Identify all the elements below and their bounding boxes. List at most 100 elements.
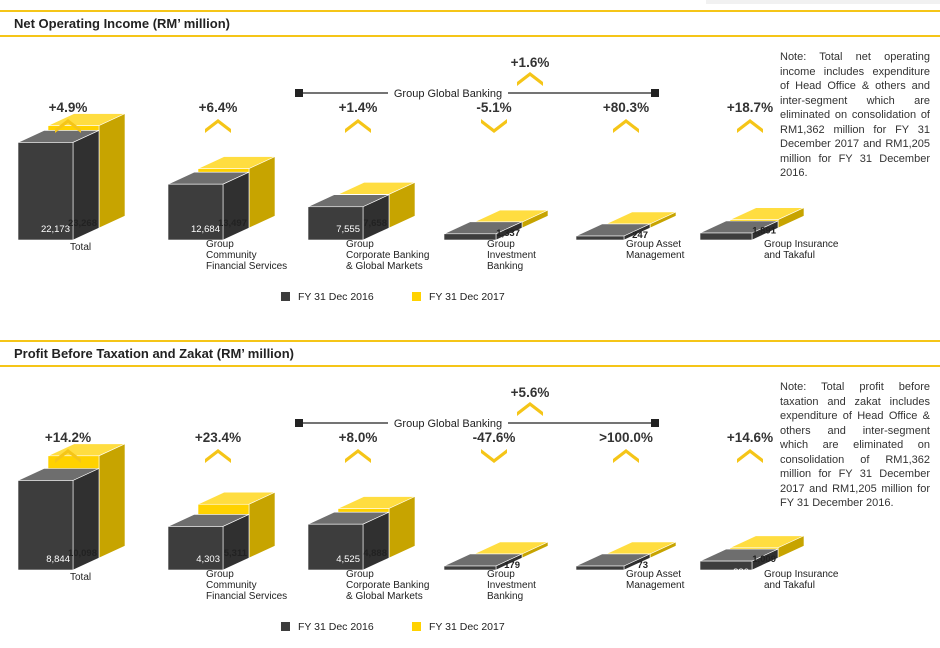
group-global-banking-bracket: Group Global Banking +5.6% xyxy=(295,385,659,431)
value-label-fy2016: 137 xyxy=(605,242,621,253)
profit-before-tax-panel: Profit Before Taxation and Zakat (RM’ mi… xyxy=(0,330,940,648)
bracket-label-bg xyxy=(388,85,508,101)
net-operating-income-panel: Net Operating Income (RM’ million) Note:… xyxy=(0,0,940,318)
change-arrow xyxy=(205,119,231,133)
category-label: Group Community Financial Services xyxy=(206,569,287,602)
value-label-fy2016: 1,593 xyxy=(725,239,749,250)
group-global-banking-label: Group Global Banking xyxy=(394,88,502,100)
value-label-fy2016: 8,844 xyxy=(46,554,70,565)
bar-fy2016-2 xyxy=(307,511,390,571)
bracket-left-end xyxy=(295,419,303,427)
value-label-fy2017: 247 xyxy=(632,230,648,241)
bar-fy2016-4 xyxy=(575,223,651,241)
change-label: -47.6% xyxy=(473,430,516,445)
category-label: Total xyxy=(70,572,91,583)
bar-fy2016-5 xyxy=(699,220,779,241)
value-label-fy2017: 4,888 xyxy=(363,548,387,559)
change-arrow xyxy=(613,119,639,133)
value-label-fy2017: 7,658 xyxy=(363,218,387,229)
legend-swatch-fy2017 xyxy=(412,292,421,301)
change-arrow xyxy=(481,119,507,133)
panel-top-rule xyxy=(0,10,940,12)
bar-fy2016-2 xyxy=(307,194,390,241)
bar-fy2016-4-front xyxy=(575,565,625,571)
bar-fy2016-0-front xyxy=(17,480,74,571)
value-label-fy2016: 22,173 xyxy=(41,224,70,235)
category-label: Group Corporate Banking & Global Markets xyxy=(346,569,429,602)
top-decor-strip xyxy=(706,0,940,4)
value-label-fy2017: 5,311 xyxy=(224,548,248,559)
change-arrow xyxy=(205,449,231,463)
change-label: +8.0% xyxy=(339,430,378,445)
change-arrow xyxy=(737,119,763,133)
change-label: +6.4% xyxy=(199,100,238,115)
panel-top-rule xyxy=(0,340,940,342)
category-label: Group Asset Management xyxy=(626,569,685,591)
bar-fy2016-5-front xyxy=(699,560,753,571)
bar-fy2016-1-side xyxy=(222,171,250,241)
bar-fy2016-5-front xyxy=(699,232,753,241)
group-global-banking-arrow xyxy=(517,402,543,416)
bar-fy2016-3 xyxy=(443,553,523,571)
value-label-fy2017: 1,891 xyxy=(752,226,776,237)
bar-fy2016-1 xyxy=(167,171,250,241)
group-global-banking-label: Group Global Banking xyxy=(394,418,502,430)
category-label: Group Asset Management xyxy=(626,239,685,261)
panel-note: Note: Total profit before taxation and z… xyxy=(780,381,930,509)
value-label-fy2017: 179 xyxy=(504,560,520,571)
bar-fy2016-0 xyxy=(17,468,100,571)
bar-fy2016-3 xyxy=(443,221,523,241)
change-arrow xyxy=(345,449,371,463)
change-arrow xyxy=(345,119,371,133)
group-global-banking-arrow xyxy=(517,72,543,86)
bar-fy2017-0-side xyxy=(98,443,126,559)
group-global-banking-bracket: Group Global Banking +1.6% xyxy=(295,55,659,101)
change-label: +4.9% xyxy=(49,100,88,115)
bar-fy2016-3-front xyxy=(443,233,497,241)
value-label-fy2017: 23,268 xyxy=(68,218,97,229)
category-label: Group Corporate Banking & Global Markets xyxy=(346,239,429,272)
bracket-right-end xyxy=(651,89,659,97)
value-label-fy2016: 0 xyxy=(616,572,621,583)
panel-title-rule xyxy=(0,365,940,367)
legend-label-fy2017: FY 31 Dec 2017 xyxy=(429,291,505,303)
bar-fy2016-4 xyxy=(575,553,651,571)
bracket-left-end xyxy=(295,89,303,97)
bar-fy2016-3-front xyxy=(443,565,497,571)
change-label: +1.4% xyxy=(339,100,378,115)
category-label: Group Insurance and Takaful xyxy=(764,239,839,261)
change-label: >100.0% xyxy=(599,430,653,445)
panel-title: Profit Before Taxation and Zakat (RM’ mi… xyxy=(14,346,295,361)
value-label-fy2017: 1,337 xyxy=(496,228,520,239)
value-label-fy2016: 12,684 xyxy=(191,224,220,235)
change-arrow xyxy=(481,449,507,463)
change-arrow xyxy=(55,119,81,133)
category-1: 4,303 5,311 +23.4% Group Community Financial … xyxy=(167,430,287,602)
value-label-fy2016: 7,555 xyxy=(336,224,360,235)
category-label: Group Investment Banking xyxy=(487,569,536,602)
bar-fy2016-1 xyxy=(167,513,250,571)
category-label: Group Community Financial Services xyxy=(206,239,287,272)
category-label: Group Insurance and Takaful xyxy=(764,569,839,591)
change-label: +23.4% xyxy=(195,430,241,445)
value-label-fy2016: 341 xyxy=(477,572,493,583)
group-global-banking-change: +1.6% xyxy=(511,55,550,70)
value-label-fy2017: 1,009 xyxy=(752,554,776,565)
bar-fy2016-5 xyxy=(699,548,779,571)
category-3: 341 179 -47.6% Group Investment Banking xyxy=(443,430,549,602)
legend: FY 31 Dec 2016 FY 31 Dec 2017 xyxy=(281,291,505,303)
bar-fy2016-2-front xyxy=(307,206,364,241)
change-label: +14.6% xyxy=(727,430,773,445)
bar-fy2016-4-front xyxy=(575,235,625,241)
legend-swatch-fy2017 xyxy=(412,622,421,631)
bracket-right-end xyxy=(651,419,659,427)
bar-fy2016-0 xyxy=(17,129,100,241)
change-arrow xyxy=(613,449,639,463)
